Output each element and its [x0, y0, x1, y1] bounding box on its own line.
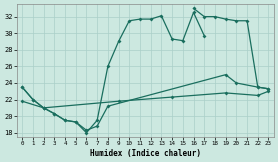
- X-axis label: Humidex (Indice chaleur): Humidex (Indice chaleur): [90, 149, 201, 158]
